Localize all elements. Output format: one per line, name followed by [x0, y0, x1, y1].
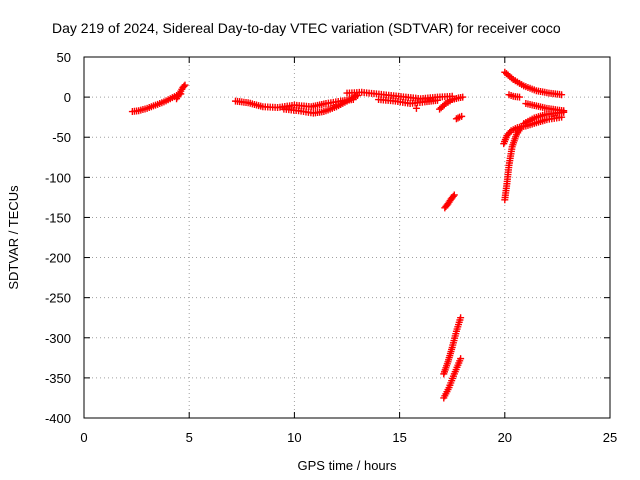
y-tick-label: 0 [64, 90, 71, 105]
plot-border [83, 56, 611, 419]
y-tick-label: -400 [45, 411, 71, 426]
y-tick-label: -100 [45, 170, 71, 185]
x-axis-label: GPS time / hours [298, 458, 397, 473]
series-arc-4 [280, 92, 362, 117]
data-point [516, 93, 524, 101]
series-arc-11 [440, 314, 465, 378]
data-point [458, 112, 466, 120]
series-arc-12 [440, 355, 465, 402]
y-tick-label: -150 [45, 210, 71, 225]
series-arc-8 [448, 93, 467, 104]
series-arc-15 [501, 123, 526, 204]
y-tick-label: -350 [45, 371, 71, 386]
data-point [457, 314, 465, 322]
data-point [450, 191, 458, 199]
series-arc-18 [522, 100, 568, 115]
series-arc-3 [231, 96, 357, 112]
axis-ticks: 0 5 10 15 20 25 -400 -350 -300 -250 -200 -150 -100 -5… [45, 50, 617, 445]
x-tick-label: 15 [392, 430, 406, 445]
data-point [412, 104, 420, 112]
series-arc-14 [505, 91, 524, 101]
y-tick-label: -50 [52, 130, 71, 145]
data-point [454, 114, 462, 122]
data-point [506, 128, 514, 136]
x-tick-label: 0 [80, 430, 87, 445]
y-tick-label: -200 [45, 251, 71, 266]
series-arc-9 [452, 112, 466, 123]
data-point [459, 93, 467, 101]
series-arc-19 [412, 104, 420, 112]
data-series [128, 68, 568, 402]
plot-frame [83, 56, 611, 419]
series-arc-13 [501, 68, 566, 99]
data-point [457, 355, 465, 363]
y-axis-label: SDTVAR / TECUs [6, 185, 21, 290]
series-arc-17 [520, 108, 568, 128]
data-point [452, 115, 460, 123]
chart-title: Day 219 of 2024, Sidereal Day-to-day VTE… [52, 20, 561, 36]
x-tick-label: 25 [603, 430, 617, 445]
grid [84, 57, 610, 418]
data-point [181, 81, 189, 89]
series-arc-1 [128, 90, 185, 116]
series-arc-2 [173, 81, 189, 103]
data-point [558, 91, 566, 99]
data-point [440, 101, 448, 109]
x-tick-label: 5 [186, 430, 193, 445]
y-tick-label: 50 [57, 50, 71, 65]
data-point [433, 96, 441, 104]
series-arc-6 [375, 96, 441, 108]
series-arc-10 [441, 191, 458, 212]
data-point [449, 192, 457, 200]
data-point [560, 107, 568, 115]
data-point [180, 82, 188, 90]
x-tick-label: 20 [498, 430, 512, 445]
x-tick-label: 10 [287, 430, 301, 445]
y-tick-label: -250 [45, 291, 71, 306]
y-tick-label: -300 [45, 331, 71, 346]
